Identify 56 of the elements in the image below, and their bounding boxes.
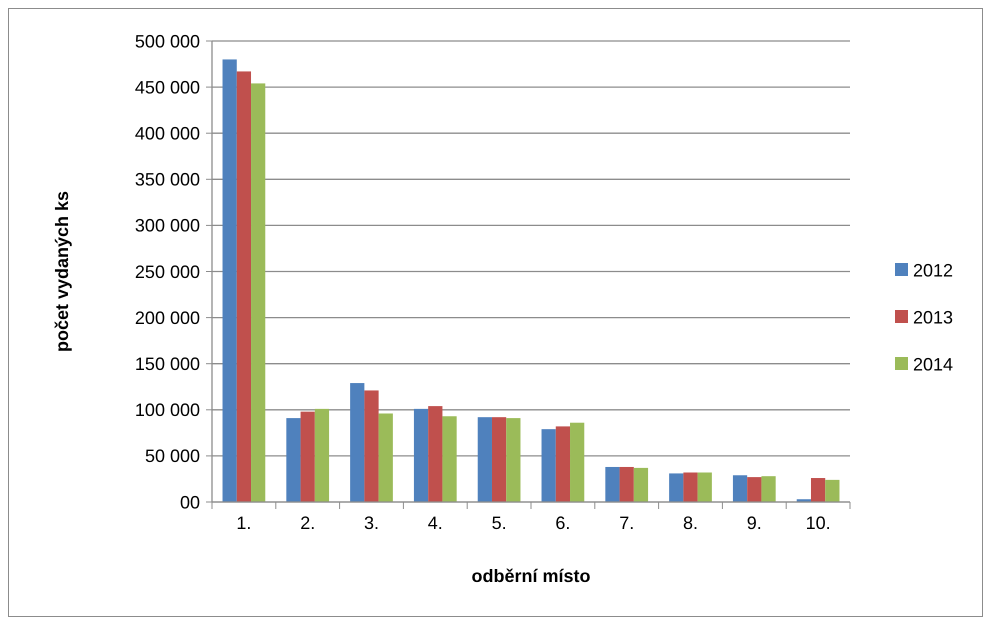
- bar: [314, 408, 330, 502]
- bar: [634, 468, 648, 502]
- bar: [286, 418, 301, 502]
- x-tick-label: 4.: [428, 513, 443, 533]
- bar: [378, 413, 393, 502]
- legend-label: 2013: [913, 307, 954, 328]
- bar: [698, 472, 712, 502]
- x-tick-label: 2.: [300, 513, 316, 533]
- bar: [414, 408, 428, 502]
- x-tick-label: 10.: [806, 513, 831, 533]
- y-tick-label: 350 000: [134, 170, 200, 190]
- bar: [810, 478, 826, 502]
- bar: [251, 83, 266, 502]
- bar: [683, 472, 698, 502]
- x-tick-label: 1.: [236, 513, 252, 533]
- bar: [492, 417, 506, 502]
- bar: [620, 466, 634, 502]
- legend-label: 2012: [913, 260, 954, 280]
- bar: [605, 466, 620, 502]
- bar: [478, 417, 492, 502]
- bar: [570, 422, 584, 502]
- bar: [222, 59, 237, 502]
- bar: [747, 477, 762, 502]
- bar: [761, 476, 776, 502]
- y-tick-label: 450 000: [134, 77, 200, 98]
- bar: [796, 499, 811, 502]
- x-tick-label: 9.: [746, 513, 762, 533]
- bar: [542, 429, 556, 502]
- bar: [236, 71, 252, 502]
- x-axis-title: odběrní místo: [471, 566, 591, 586]
- bar: [428, 406, 442, 502]
- y-axis-title: počet vydaných ks: [52, 190, 72, 352]
- bar: [556, 426, 570, 502]
- x-tick-label: 3.: [364, 513, 380, 533]
- x-tick-label: 6.: [555, 513, 570, 533]
- bar: [732, 475, 748, 502]
- x-tick-label: 8.: [682, 513, 698, 533]
- bar: [300, 412, 315, 502]
- bar: [442, 416, 457, 502]
- bar: [506, 418, 520, 502]
- bar: [350, 383, 364, 502]
- y-tick-label: 400 000: [134, 124, 200, 144]
- x-tick-label: 5.: [492, 513, 507, 533]
- y-tick-label: 300 000: [134, 216, 200, 236]
- bar: [825, 480, 840, 502]
- y-tick-label: 100 000: [134, 400, 200, 420]
- y-tick-label: 50 000: [144, 446, 200, 466]
- y-tick-label: 150 000: [134, 354, 200, 374]
- y-tick-label: 250 000: [134, 262, 200, 282]
- y-tick-label: 500 000: [134, 31, 200, 52]
- bar: [669, 473, 684, 502]
- y-tick-label: 00: [180, 492, 200, 512]
- x-tick-label: 7.: [619, 513, 634, 533]
- bar: [364, 390, 379, 502]
- legend-label: 2014: [913, 354, 954, 374]
- y-tick-label: 200 000: [134, 308, 200, 328]
